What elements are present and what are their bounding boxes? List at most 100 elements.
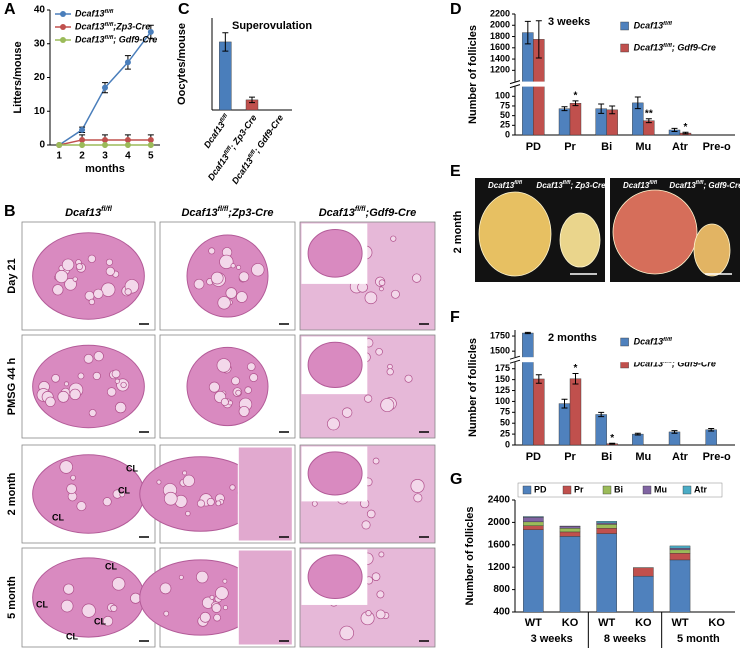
follicle bbox=[225, 287, 238, 299]
follicle bbox=[92, 371, 101, 381]
follicle bbox=[238, 271, 250, 283]
superscript: fl/fl bbox=[101, 205, 113, 213]
cl-label: CL bbox=[66, 631, 78, 641]
follicle bbox=[244, 386, 252, 394]
error-bar bbox=[598, 411, 605, 418]
superscript: fl/fl bbox=[663, 43, 672, 49]
y-tick-label: 25 bbox=[500, 428, 510, 438]
follicle bbox=[229, 484, 236, 491]
legend-swatch bbox=[562, 485, 572, 495]
error-bar bbox=[561, 398, 568, 409]
column-header: Dcaf13fl/fl bbox=[65, 205, 113, 219]
follicle bbox=[88, 409, 97, 417]
follicle bbox=[210, 271, 224, 285]
follicle bbox=[64, 278, 77, 291]
x-tick-label: 4 bbox=[125, 151, 131, 162]
legend-marker bbox=[60, 37, 66, 43]
follicle bbox=[219, 254, 234, 269]
x-tick-label: Bi bbox=[601, 141, 612, 153]
x-tick-label: Pre-o bbox=[703, 451, 731, 463]
group-label: 3 weeks bbox=[531, 633, 573, 645]
y-tick-label: 2000 bbox=[488, 517, 511, 528]
follicle bbox=[209, 594, 215, 600]
follicle bbox=[327, 417, 340, 431]
follicle bbox=[111, 369, 121, 379]
inset bbox=[237, 549, 293, 646]
follicle bbox=[251, 263, 265, 277]
x-tick-label: KO bbox=[708, 617, 725, 629]
error-bar bbox=[645, 118, 652, 124]
follicle bbox=[364, 394, 373, 403]
bar bbox=[632, 433, 644, 446]
y-tick-label: 25 bbox=[500, 120, 510, 130]
bar-segment bbox=[523, 521, 544, 526]
follicle bbox=[130, 592, 142, 604]
photo-label: Dcaf13fl/fl bbox=[488, 180, 523, 190]
y-tick-label: 30 bbox=[34, 38, 46, 49]
follicle bbox=[215, 500, 222, 507]
error-bar bbox=[609, 442, 616, 445]
legend-label: Dcaf13fl/fl bbox=[634, 336, 673, 346]
photo-label: Dcaf13fl/fl; Zp3-Cre bbox=[536, 180, 606, 190]
ovary-section bbox=[186, 346, 269, 427]
y-tick-label: 75 bbox=[500, 100, 510, 110]
y-tick-label: 150 bbox=[495, 374, 510, 384]
follicle bbox=[231, 376, 240, 386]
superscript: fl/fl bbox=[223, 145, 233, 156]
panel-letter: A bbox=[4, 1, 16, 18]
chart-title: Superovulation bbox=[232, 20, 312, 32]
bar-segment bbox=[669, 549, 691, 554]
cl-label: CL bbox=[118, 485, 130, 495]
legend-marker bbox=[60, 24, 66, 30]
follicle bbox=[81, 603, 96, 618]
follicle bbox=[60, 599, 74, 613]
follicle bbox=[102, 497, 112, 507]
significance-label: * bbox=[610, 433, 614, 444]
legend-label: Dcaf13fl/fl;Zp3-Cre bbox=[75, 21, 150, 31]
follicle bbox=[119, 491, 126, 498]
ovary bbox=[559, 212, 601, 268]
follicle bbox=[208, 381, 220, 393]
follicle bbox=[163, 610, 170, 617]
bar bbox=[705, 429, 717, 446]
panel-letter: D bbox=[450, 1, 462, 18]
y-tick-label: 50 bbox=[500, 418, 510, 428]
follicle bbox=[66, 483, 77, 495]
x-tick-label: 3 bbox=[102, 151, 108, 162]
group-label: 8 weeks bbox=[604, 633, 646, 645]
cl-label: CL bbox=[126, 463, 138, 473]
follicle bbox=[83, 353, 94, 364]
follicle bbox=[106, 387, 117, 397]
follicle bbox=[54, 270, 69, 284]
bar-segment bbox=[596, 522, 617, 525]
superscript: fl/fl bbox=[663, 337, 672, 343]
follicle bbox=[412, 273, 422, 283]
bar-segment bbox=[669, 547, 691, 551]
y-axis-label: Number of follicles bbox=[467, 25, 479, 124]
follicle bbox=[365, 610, 372, 617]
follicle bbox=[114, 401, 127, 414]
y-axis-label: Number of follicles bbox=[467, 338, 479, 437]
bar-segment bbox=[669, 553, 691, 561]
marker bbox=[102, 142, 108, 148]
axis-break bbox=[509, 81, 735, 87]
ovary-section bbox=[307, 341, 363, 389]
panel-letter: B bbox=[4, 203, 16, 220]
y-tick-label: 175 bbox=[495, 363, 510, 373]
x-tick-label: Mu bbox=[635, 141, 651, 153]
follicle bbox=[185, 510, 191, 517]
y-tick-label: 1500 bbox=[490, 346, 510, 356]
y-tick-label: 800 bbox=[493, 584, 510, 595]
bar bbox=[668, 431, 681, 446]
marker bbox=[56, 142, 63, 148]
follicle bbox=[69, 388, 81, 400]
x-tick-label: Mu bbox=[635, 451, 651, 463]
y-tick-label: 2200 bbox=[490, 8, 510, 18]
follicle bbox=[247, 362, 256, 371]
bar-segment bbox=[523, 517, 544, 523]
follicle bbox=[105, 258, 114, 266]
marker bbox=[124, 59, 131, 66]
significance-label: ** bbox=[645, 108, 653, 119]
bar bbox=[569, 103, 582, 136]
follicle bbox=[235, 389, 242, 396]
